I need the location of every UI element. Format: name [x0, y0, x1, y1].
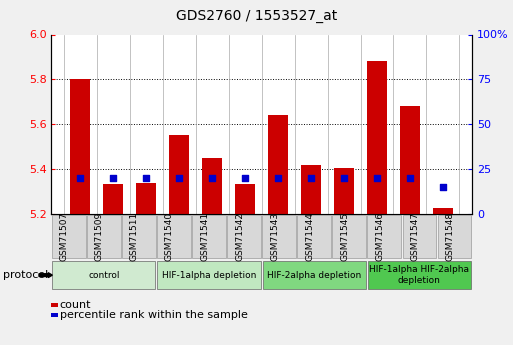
Point	[109, 175, 117, 181]
Bar	[235, 184, 255, 214]
Text: count: count	[60, 300, 91, 310]
Text: control: control	[88, 270, 120, 280]
Text: GSM71540: GSM71540	[165, 212, 174, 261]
Bar	[433, 208, 453, 214]
Text: GSM71511: GSM71511	[130, 212, 139, 261]
Text: GSM71545: GSM71545	[340, 212, 349, 261]
Bar	[70, 79, 90, 214]
Bar	[202, 158, 222, 214]
Point	[373, 175, 381, 181]
Point	[241, 175, 249, 181]
Text: HIF-1alpha depletion: HIF-1alpha depletion	[162, 270, 256, 280]
Text: GSM71542: GSM71542	[235, 212, 244, 261]
Bar	[169, 136, 189, 214]
Point	[439, 184, 447, 190]
Bar	[136, 183, 156, 214]
Text: protocol: protocol	[3, 270, 48, 280]
Bar	[301, 165, 321, 214]
Bar	[334, 168, 354, 214]
Text: GSM71507: GSM71507	[60, 212, 69, 261]
Text: GSM71548: GSM71548	[445, 212, 455, 261]
Text: GSM71547: GSM71547	[410, 212, 419, 261]
Bar	[104, 184, 123, 214]
Point	[340, 175, 348, 181]
Point	[175, 175, 183, 181]
Point	[274, 175, 282, 181]
Text: GSM71544: GSM71544	[305, 212, 314, 261]
Point	[76, 175, 85, 181]
Text: HIF-1alpha HIF-2alpha
depletion: HIF-1alpha HIF-2alpha depletion	[369, 265, 469, 285]
Point	[406, 175, 414, 181]
Text: GSM71509: GSM71509	[95, 212, 104, 261]
Bar	[400, 106, 420, 214]
Text: HIF-2alpha depletion: HIF-2alpha depletion	[267, 270, 361, 280]
Text: GSM71543: GSM71543	[270, 212, 279, 261]
Text: GSM71546: GSM71546	[376, 212, 384, 261]
Text: GSM71541: GSM71541	[200, 212, 209, 261]
Point	[208, 175, 216, 181]
Bar	[268, 115, 288, 214]
Text: GDS2760 / 1553527_at: GDS2760 / 1553527_at	[176, 9, 337, 23]
Point	[142, 175, 150, 181]
Text: percentile rank within the sample: percentile rank within the sample	[60, 310, 247, 320]
Bar	[367, 61, 387, 214]
Point	[307, 175, 315, 181]
